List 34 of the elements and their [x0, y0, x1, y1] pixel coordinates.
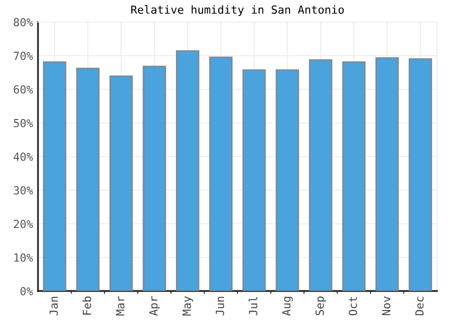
- x-tick-label: Mar: [116, 296, 124, 316]
- y-tick-label: 10%: [14, 253, 33, 262]
- bar: [408, 58, 432, 291]
- x-tick-label: Sep: [315, 296, 326, 316]
- y-tick-label: 40%: [14, 152, 33, 161]
- x-tick-label: Oct: [348, 296, 358, 316]
- bar: [142, 66, 166, 291]
- y-tick-label: 20%: [14, 220, 33, 228]
- x-tick-label: Apr: [149, 296, 160, 316]
- bar: [276, 69, 300, 291]
- x-tick-label: Jun: [216, 296, 224, 316]
- bar: [176, 50, 200, 291]
- x-tick-label: May: [182, 296, 194, 316]
- y-tick-label: 70%: [14, 52, 33, 60]
- x-tick-label: Jul: [248, 296, 258, 316]
- bar: [342, 61, 366, 291]
- y-tick-label: 30%: [14, 186, 33, 195]
- bar: [375, 57, 399, 291]
- y-tick-label: 50%: [14, 118, 33, 128]
- bar: [109, 75, 133, 291]
- y-tick-label: 0%: [20, 287, 33, 296]
- x-tick-label: Feb: [82, 296, 92, 315]
- x-tick-label: Jan: [50, 296, 58, 316]
- x-tick-label: Dec: [415, 296, 424, 316]
- y-tick-label: 60%: [14, 85, 33, 94]
- bar: [308, 59, 332, 291]
- bar: [242, 69, 266, 291]
- bar: [76, 68, 100, 291]
- x-tick-label: Aug: [282, 296, 293, 316]
- bar: [209, 56, 233, 291]
- bar: [42, 61, 66, 291]
- x-tick-label: Nov: [382, 296, 390, 316]
- chart-title: Relative humidity in San Antonio: [131, 5, 344, 16]
- y-tick-label: 80%: [14, 18, 33, 26]
